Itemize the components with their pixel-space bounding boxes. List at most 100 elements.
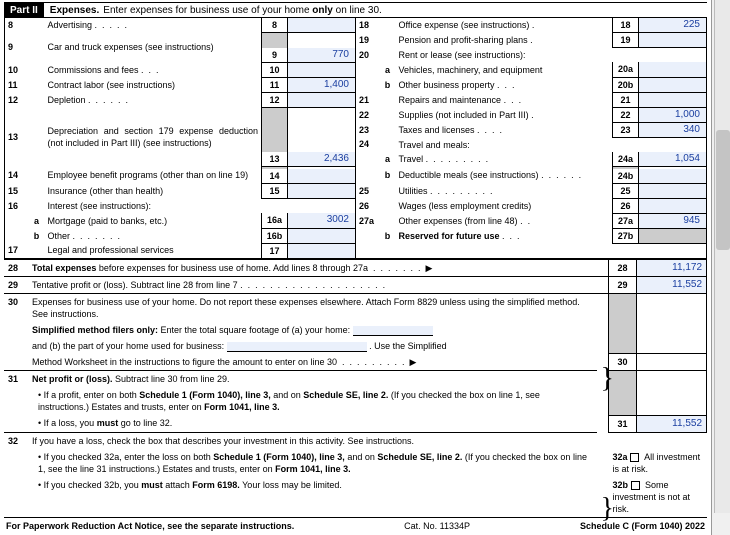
scrollbar[interactable] bbox=[714, 0, 730, 513]
desc-30b: Simplified method filers only: Enter the… bbox=[28, 322, 597, 338]
val-30[interactable] bbox=[637, 354, 707, 371]
ln-27a: 27a bbox=[356, 213, 380, 228]
ln-30: 30 bbox=[4, 293, 28, 371]
part-tag: Part II bbox=[4, 3, 44, 18]
ln-16a: a bbox=[29, 213, 45, 228]
val-11[interactable]: 1,400 bbox=[288, 77, 356, 92]
chk-32b[interactable] bbox=[631, 481, 640, 490]
totals-grid: 28 Total expenses before expenses for bu… bbox=[4, 259, 707, 517]
val-23[interactable]: 340 bbox=[639, 122, 707, 137]
box-31: 31 bbox=[609, 415, 637, 432]
ln-16: 16 bbox=[5, 198, 29, 213]
box-14: 14 bbox=[262, 169, 288, 184]
val-22[interactable]: 1,000 bbox=[639, 107, 707, 122]
val-9[interactable]: 770 bbox=[288, 48, 356, 63]
ln-28: 28 bbox=[4, 259, 28, 276]
val-17[interactable] bbox=[288, 243, 356, 258]
val-16a[interactable]: 3002 bbox=[288, 213, 356, 228]
val-29[interactable]: 11,552 bbox=[637, 276, 707, 293]
val-8[interactable] bbox=[288, 18, 356, 33]
desc-11: Contract labor (see instructions) bbox=[45, 77, 262, 92]
val-10[interactable] bbox=[288, 62, 356, 77]
ln-29: 29 bbox=[4, 276, 28, 293]
box-22: 22 bbox=[613, 107, 639, 122]
val-24b[interactable] bbox=[639, 169, 707, 184]
desc-12: Depletion . . . . . . bbox=[45, 92, 262, 107]
desc-30d: Method Worksheet in the instructions to … bbox=[28, 354, 597, 371]
ln-21: 21 bbox=[356, 92, 380, 107]
box-8: 8 bbox=[262, 18, 288, 33]
desc-24: Travel and meals: bbox=[396, 137, 707, 152]
ln-16b: b bbox=[29, 228, 45, 243]
part-sub: Enter expenses for business use of your … bbox=[103, 5, 382, 16]
desc-23: Taxes and licenses . . . . bbox=[396, 122, 613, 137]
desc-20a: Vehicles, machinery, and equipment bbox=[396, 62, 613, 77]
val-18[interactable]: 225 bbox=[639, 18, 707, 33]
scrollbar-thumb[interactable] bbox=[716, 130, 730, 250]
val-26[interactable] bbox=[639, 198, 707, 213]
ln-10: 10 bbox=[5, 62, 29, 77]
val-16b[interactable] bbox=[288, 228, 356, 243]
ln-32: 32 bbox=[4, 432, 28, 517]
ln-8: 8 bbox=[5, 18, 29, 33]
box-23: 23 bbox=[613, 122, 639, 137]
val-20b[interactable] bbox=[639, 77, 707, 92]
opt-32b: 32b Some investment is not at risk. bbox=[609, 477, 707, 517]
box-26: 26 bbox=[613, 198, 639, 213]
box-19: 19 bbox=[613, 33, 639, 48]
desc-31b1: • If a profit, enter on both Schedule 1 … bbox=[28, 387, 597, 415]
desc-32b2: • If you checked 32b, you must attach Fo… bbox=[28, 477, 597, 517]
desc-18: Office expense (see instructions) . bbox=[396, 18, 613, 33]
box-20b: 20b bbox=[613, 77, 639, 92]
ln-26: 26 bbox=[356, 198, 380, 213]
desc-17: Legal and professional services bbox=[45, 243, 262, 258]
val-13[interactable]: 2,436 bbox=[288, 152, 356, 167]
box-24b: 24b bbox=[613, 169, 639, 184]
val-19[interactable] bbox=[639, 33, 707, 48]
desc-32: If you have a loss, check the box that d… bbox=[28, 432, 597, 449]
val-31[interactable]: 11,552 bbox=[637, 415, 707, 432]
desc-10: Commissions and fees . . . bbox=[45, 62, 262, 77]
box-25: 25 bbox=[613, 183, 639, 198]
desc-9: Car and truck expenses (see instructions… bbox=[45, 33, 262, 63]
ln-19: 19 bbox=[356, 33, 380, 48]
desc-30a: Expenses for business use of your home. … bbox=[28, 293, 597, 322]
desc-20b: Other business property . . . bbox=[396, 77, 613, 92]
val-28[interactable]: 11,172 bbox=[637, 259, 707, 276]
desc-31: Net profit or (loss). Subtract line 30 f… bbox=[28, 371, 597, 388]
desc-16b: Other . . . . . . . bbox=[45, 228, 262, 243]
ln-11: 11 bbox=[5, 77, 29, 92]
box-20a: 20a bbox=[613, 62, 639, 77]
ln-24a: a bbox=[380, 152, 396, 167]
desc-28: Total expenses before expenses for busin… bbox=[28, 259, 597, 276]
desc-26: Wages (less employment credits) bbox=[396, 198, 613, 213]
sqft-biz-input[interactable] bbox=[227, 342, 367, 352]
form-page: Part II Expenses. Enter expenses for bus… bbox=[0, 0, 712, 535]
ln-24b: b bbox=[380, 166, 396, 183]
val-27b bbox=[639, 228, 707, 243]
ln-12: 12 bbox=[5, 92, 29, 107]
box-29: 29 bbox=[609, 276, 637, 293]
val-25[interactable] bbox=[639, 183, 707, 198]
ln-23: 23 bbox=[356, 122, 380, 137]
ln-24: 24 bbox=[356, 137, 380, 152]
sqft-home-input[interactable] bbox=[353, 326, 433, 336]
footer-mid: Cat. No. 11334P bbox=[404, 521, 470, 531]
val-24a[interactable]: 1,054 bbox=[639, 152, 707, 167]
box-10: 10 bbox=[262, 62, 288, 77]
ln-17: 17 bbox=[5, 243, 29, 258]
val-27a[interactable]: 945 bbox=[639, 213, 707, 228]
val-12[interactable] bbox=[288, 92, 356, 107]
val-21[interactable] bbox=[639, 92, 707, 107]
box-21: 21 bbox=[613, 92, 639, 107]
bracket-icon-2: } bbox=[597, 432, 609, 517]
val-15[interactable] bbox=[288, 183, 356, 198]
desc-16a: Mortgage (paid to banks, etc.) bbox=[45, 213, 262, 228]
ln-20b: b bbox=[380, 77, 396, 92]
ln-31: 31 bbox=[4, 371, 28, 433]
box-27b: 27b bbox=[613, 228, 639, 243]
val-14[interactable] bbox=[288, 169, 356, 184]
desc-24b: Deductible meals (see instructions) . . … bbox=[396, 166, 613, 183]
val-20a[interactable] bbox=[639, 62, 707, 77]
chk-32a[interactable] bbox=[630, 453, 639, 462]
